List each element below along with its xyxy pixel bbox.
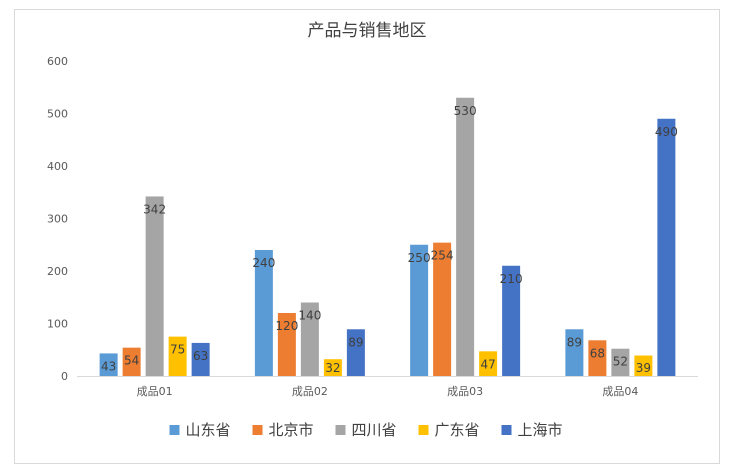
data-label: 240	[252, 256, 275, 270]
legend-label: 山东省	[186, 421, 231, 439]
legend-label: 广东省	[435, 421, 480, 439]
data-label: 254	[431, 249, 454, 263]
y-tick-label: 0	[61, 370, 68, 383]
bar	[254, 250, 273, 376]
x-category-label: 成品03	[447, 385, 483, 398]
bar	[346, 329, 365, 376]
bar	[191, 342, 210, 376]
x-category-label: 成品01	[137, 385, 173, 398]
legend-swatch	[418, 425, 429, 435]
data-label: 89	[567, 335, 582, 349]
legend: 山东省 北京市 四川省 广东省 上海市	[169, 421, 563, 439]
data-label: 43	[101, 359, 116, 373]
data-label: 54	[124, 354, 139, 368]
data-label: 342	[143, 202, 166, 216]
data-label: 210	[500, 272, 523, 286]
data-label: 530	[454, 104, 477, 118]
bar	[588, 340, 607, 376]
y-tick-label: 600	[47, 55, 68, 68]
bars-group	[99, 97, 676, 376]
data-label: 32	[325, 361, 340, 375]
bar	[99, 353, 118, 376]
bar	[565, 329, 584, 376]
bar	[456, 97, 475, 376]
legend-swatch	[501, 425, 512, 435]
bar	[611, 348, 630, 376]
data-label: 89	[348, 335, 363, 349]
legend-swatch	[335, 425, 346, 435]
x-category-label: 成品02	[292, 385, 328, 398]
bar	[277, 313, 296, 376]
bar	[168, 336, 187, 376]
data-label: 68	[590, 346, 605, 360]
y-tick-label: 100	[47, 318, 68, 331]
legend-label: 四川省	[352, 421, 397, 439]
legend-swatch	[252, 425, 263, 435]
bar	[122, 347, 141, 376]
chart-title: 产品与销售地区	[308, 21, 427, 41]
bar	[323, 359, 342, 376]
y-tick-label: 400	[47, 160, 68, 173]
y-tick-label: 200	[47, 265, 68, 278]
data-label: 120	[275, 319, 298, 333]
legend-label: 上海市	[518, 421, 563, 439]
y-tick-label: 300	[47, 213, 68, 226]
data-label: 490	[655, 125, 678, 139]
bar	[634, 355, 653, 376]
legend-swatch	[169, 425, 180, 435]
data-label: 75	[170, 343, 185, 357]
x-category-label: 成品04	[602, 385, 638, 398]
bar	[145, 196, 164, 376]
bar	[657, 118, 676, 376]
bar	[433, 242, 452, 376]
bar	[479, 351, 498, 376]
data-label: 52	[613, 355, 628, 369]
data-label: 63	[193, 349, 208, 363]
data-label: 39	[636, 361, 651, 375]
data-label: 140	[298, 309, 321, 323]
y-tick-label: 500	[47, 108, 68, 121]
axes: 0 100 200 300 400 500 600 成品01 成品02 成品03 成品04	[47, 55, 698, 398]
chart-frame	[14, 9, 720, 464]
legend-label: 北京市	[269, 421, 314, 439]
data-label: 250	[408, 251, 431, 265]
data-label: 47	[480, 357, 495, 371]
bar	[410, 244, 429, 376]
bar	[300, 302, 319, 376]
bar	[502, 265, 521, 376]
